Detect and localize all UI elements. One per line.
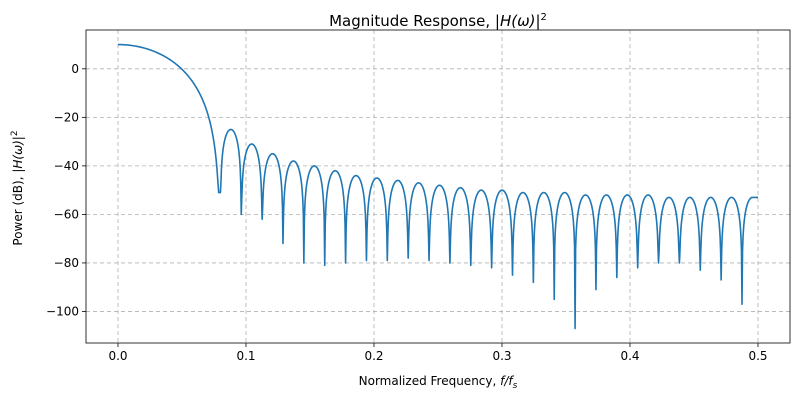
- y-axis-label: Power (dB), |H(ω)|2: [10, 130, 25, 245]
- ticks: 0.0 0.1 0.2 0.3 0.4 0.5 0 −20 −40 −60 −80 −100: [46, 62, 768, 363]
- y-tick-label: −80: [54, 256, 79, 270]
- grid: [86, 30, 790, 343]
- y-tick-label: −40: [54, 159, 79, 173]
- y-tick-label: −20: [54, 110, 79, 124]
- y-tick-label: −60: [54, 207, 79, 221]
- x-tick-label: 0.1: [236, 349, 255, 363]
- x-tick-label: 0.3: [492, 349, 511, 363]
- plot-frame: [85, 29, 791, 344]
- chart-title: Magnitude Response, |H(ω)|2: [329, 12, 547, 30]
- x-tick-label: 0.2: [364, 349, 383, 363]
- x-axis-label: Normalized Frequency, f/fs: [359, 374, 518, 391]
- series-power-db-line: [118, 43, 759, 330]
- x-tick-label: 0.5: [748, 349, 767, 363]
- x-tick-label: 0.4: [620, 349, 639, 363]
- x-tick-label: 0.0: [108, 349, 127, 363]
- y-tick-label: 0: [71, 62, 79, 76]
- y-tick-label: −100: [46, 304, 79, 318]
